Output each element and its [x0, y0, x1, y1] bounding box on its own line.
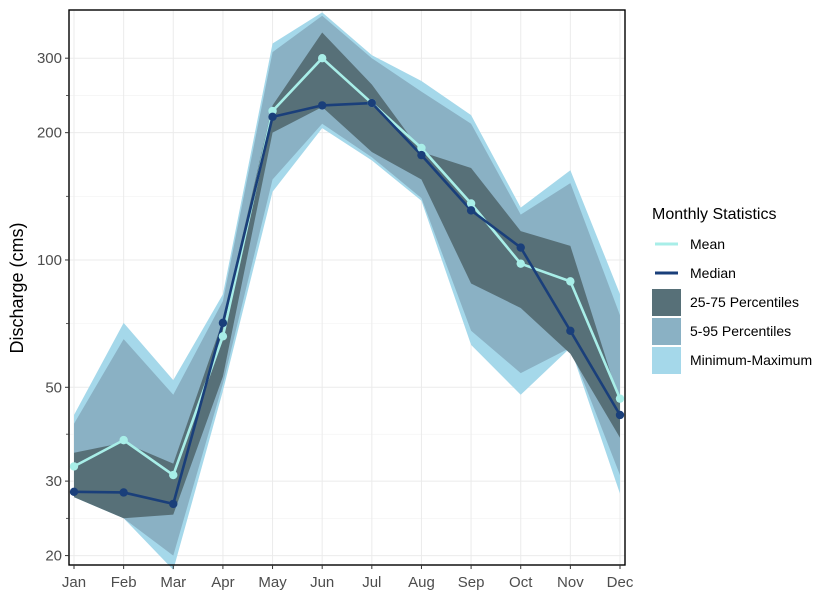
y-tick-label: 200: [37, 125, 62, 142]
y-axis-title: Discharge (cms): [7, 222, 27, 353]
median-point: [317, 101, 327, 110]
y-axis: 20 30 50 100 200 300: [37, 50, 69, 565]
median-point: [615, 410, 625, 420]
x-tick-label: Jan: [62, 574, 86, 591]
median-point: [516, 243, 525, 252]
mean-point: [317, 53, 327, 63]
y-tick-label: 50: [45, 379, 62, 396]
legend-label-25-75-percentiles: 25-75 Percentiles: [690, 294, 799, 310]
y-tick-label: 100: [37, 252, 62, 269]
mean-point: [466, 199, 476, 208]
median-point: [119, 488, 128, 497]
legend-label-mean: Mean: [690, 236, 725, 252]
median-point: [218, 318, 228, 328]
y-tick-label: 30: [45, 473, 62, 490]
legend: Monthly Statistics Mean Median 25-75 Perce…: [652, 206, 812, 374]
legend-label-minimum-maximum: Minimum-Maximum: [690, 352, 812, 368]
band-25-75-percentiles: [74, 32, 620, 519]
mean-point: [516, 259, 525, 268]
x-axis: Jan Feb Mar Apr May Jun Jul Aug Sep Oct Nov Dec: [62, 565, 634, 591]
mean-point: [119, 435, 128, 445]
x-tick-label: Dec: [607, 574, 634, 591]
median-line: [73, 101, 622, 506]
legend-label-5-95-percentiles: 5-95 Percentiles: [690, 323, 791, 339]
mean-point: [566, 277, 575, 286]
percentile-bands: [74, 12, 620, 570]
x-tick-label: Apr: [211, 574, 234, 591]
median-point: [566, 326, 575, 336]
y-tick-label: 20: [45, 548, 62, 565]
legend-swatch-5-95-percentiles: [652, 318, 681, 345]
x-tick-label: Jul: [362, 574, 381, 591]
median-point: [466, 206, 476, 215]
x-tick-label: Sep: [458, 574, 485, 591]
mean-point: [218, 332, 228, 341]
x-tick-label: Mar: [160, 574, 186, 591]
median-point: [417, 150, 426, 160]
x-tick-label: Aug: [408, 574, 435, 591]
y-tick-label: 300: [37, 50, 62, 67]
mean-point: [615, 394, 625, 403]
band-5-95-percentiles: [74, 15, 620, 556]
plot-border: [68, 9, 626, 566]
median-point: [367, 98, 377, 108]
legend-swatch-minimum-maximum: [652, 347, 681, 374]
mean-point: [417, 143, 426, 153]
mean-point: [169, 470, 178, 480]
mean-line: [73, 56, 622, 477]
legend-title: Monthly Statistics: [652, 206, 776, 223]
series-lines: [73, 56, 622, 506]
series-points: [69, 53, 625, 509]
x-tick-label: Nov: [557, 574, 584, 591]
mean-point: [69, 462, 79, 471]
median-point: [268, 112, 277, 122]
legend-swatch-25-75-percentiles: [652, 289, 681, 316]
x-tick-label: Jun: [310, 574, 334, 591]
median-point: [69, 487, 79, 497]
x-tick-label: Feb: [111, 574, 137, 591]
median-point: [169, 499, 178, 509]
x-tick-label: May: [258, 574, 287, 591]
mean-point: [268, 106, 277, 116]
legend-label-median: Median: [690, 265, 736, 281]
x-tick-label: Oct: [509, 574, 533, 591]
